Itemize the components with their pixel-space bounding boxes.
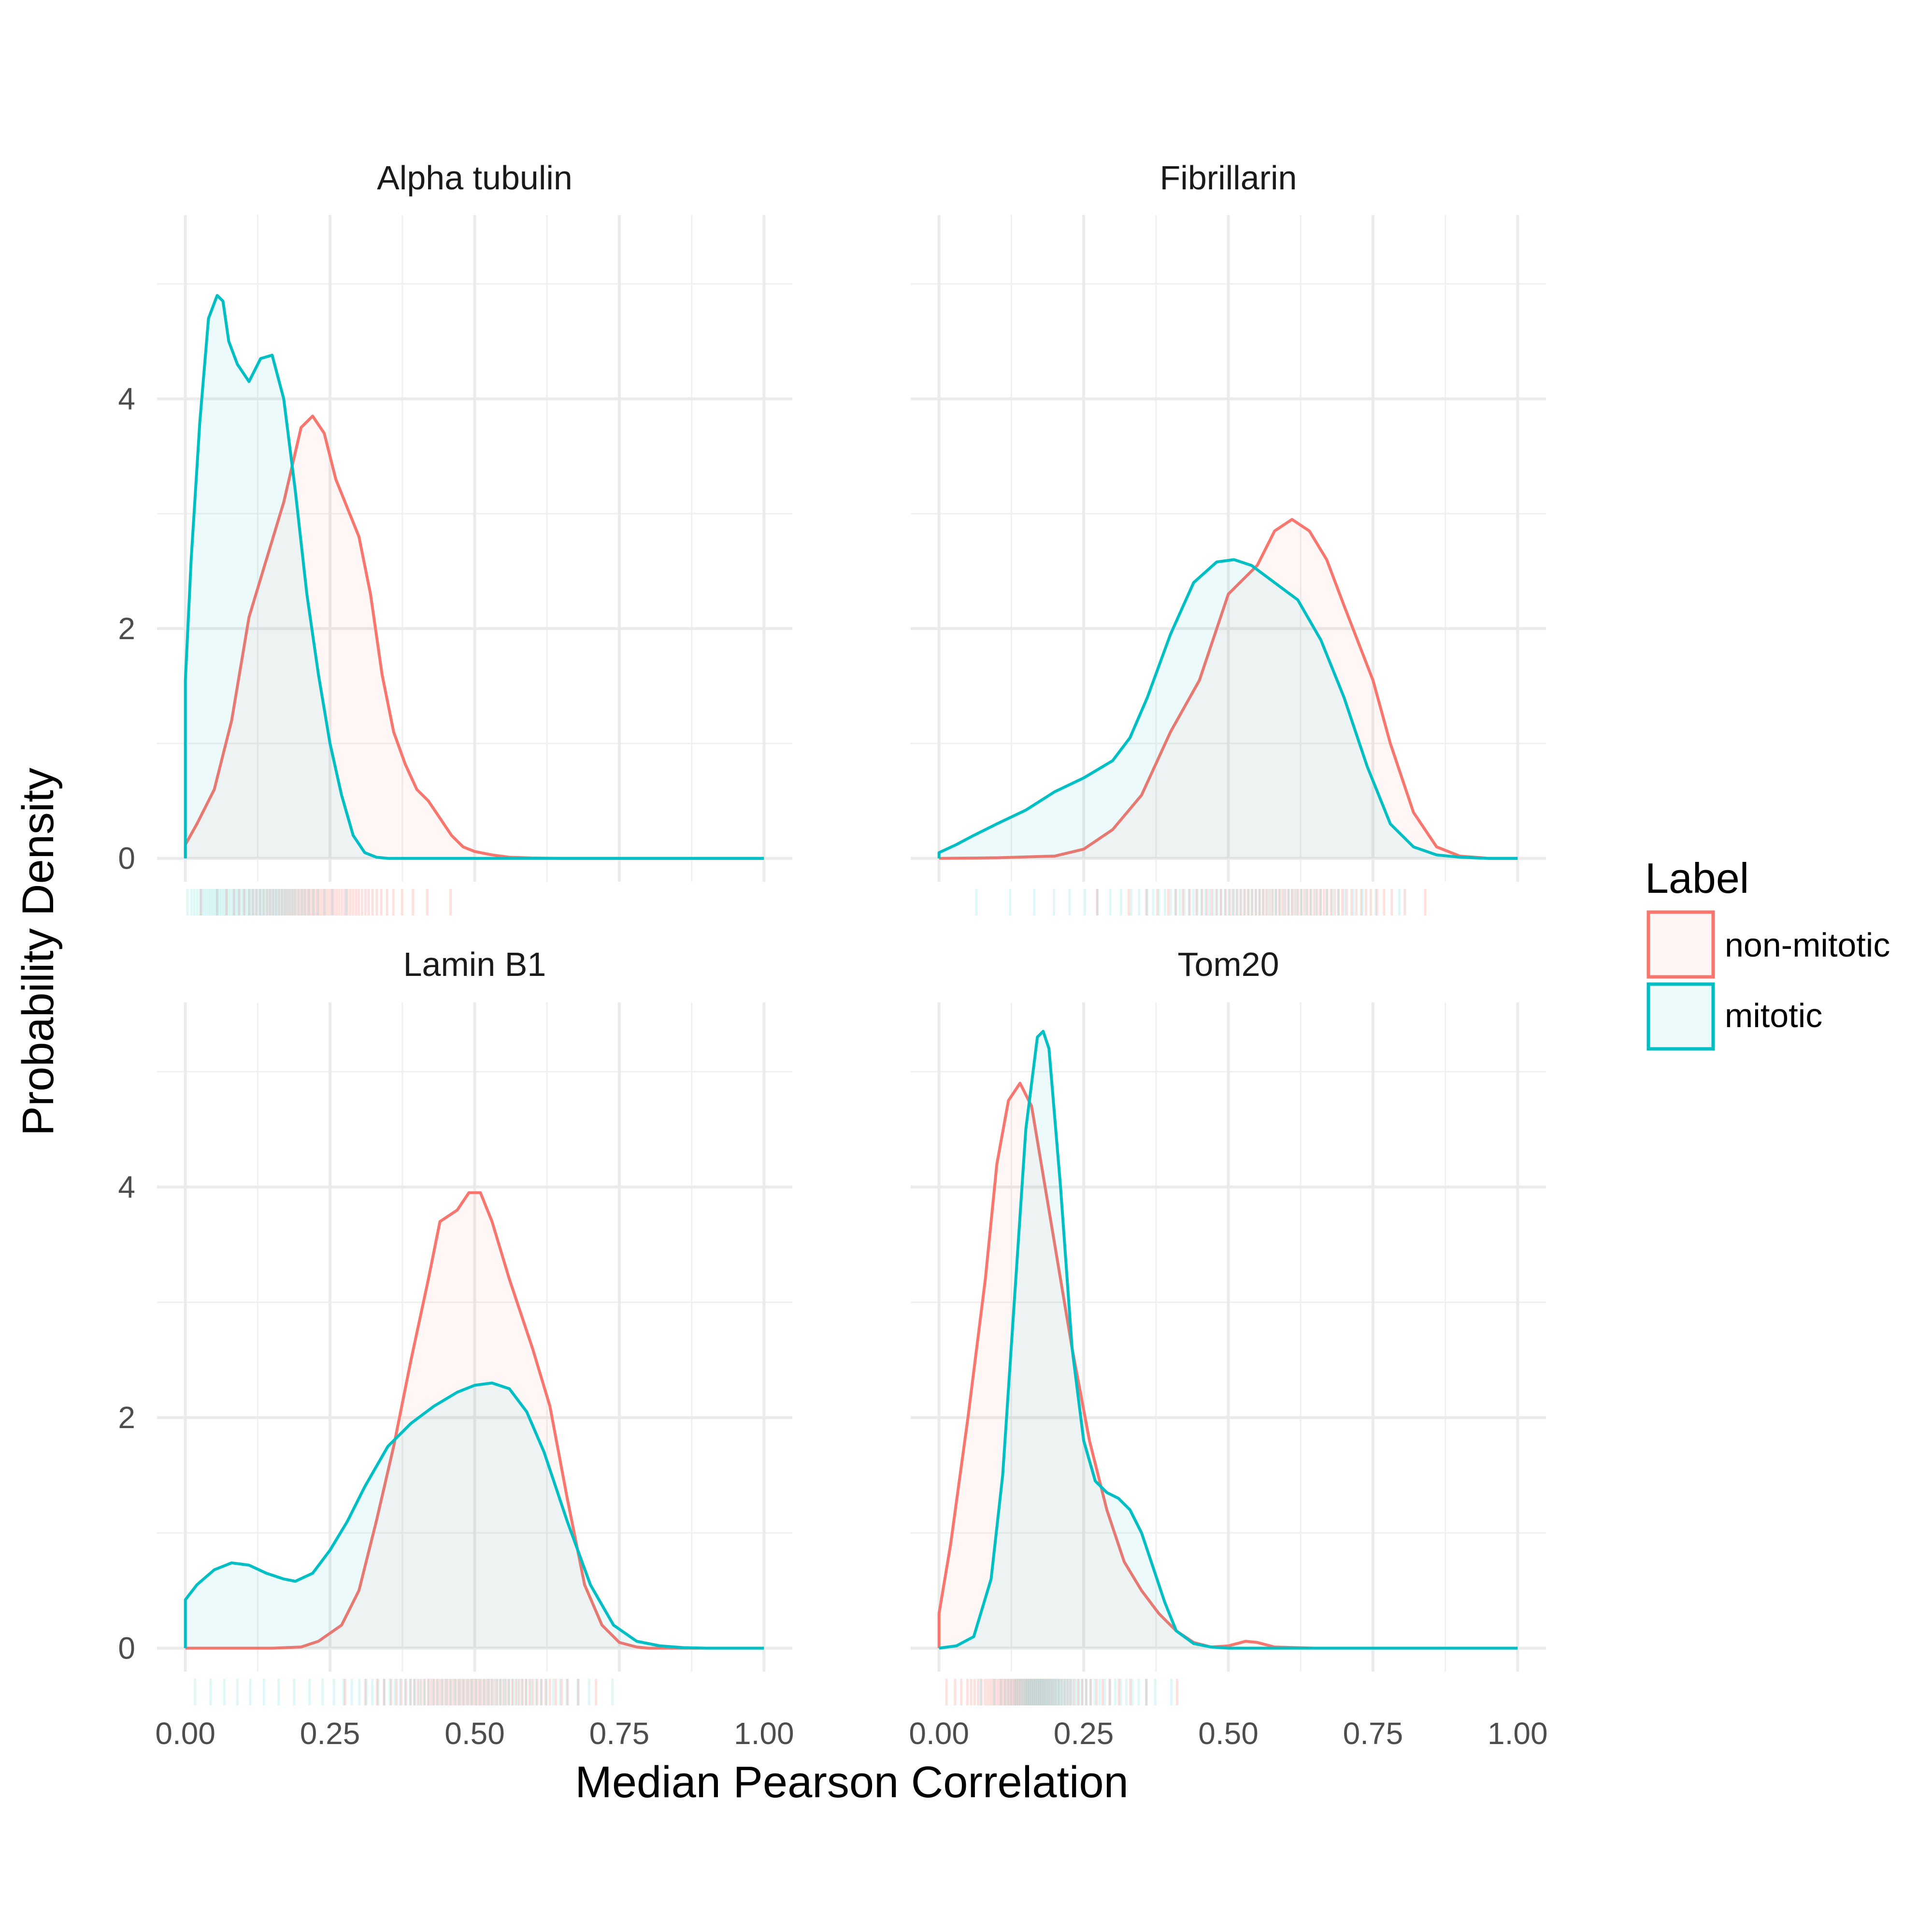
density-line-mitotic <box>937 558 1518 860</box>
density-line-non-mitotic <box>184 415 764 860</box>
panel-title: Fibrillarin <box>1160 159 1297 197</box>
density-area-mitotic <box>939 1031 1518 1648</box>
y-tick-label: 4 <box>118 1170 135 1204</box>
density-line-non-mitotic <box>185 1191 764 1650</box>
x-axis-title: Median Pearson Correlation <box>575 1758 1129 1807</box>
y-tick-label: 2 <box>118 1400 135 1435</box>
panel-lamin-b1: Lamin B1 0 2 4 0.00 0.25 0.50 0.75 1.00 <box>118 945 794 1751</box>
density-area-non-mitotic <box>939 519 1518 859</box>
density-area-mitotic <box>185 1383 764 1648</box>
panel-fibrillarin: Fibrillarin <box>911 159 1546 916</box>
y-tick-label: 0 <box>118 841 135 876</box>
x-tick-label: 0.00 <box>909 1716 969 1751</box>
x-tick-label: 0.50 <box>1198 1716 1259 1751</box>
density-area-non-mitotic <box>185 1192 764 1648</box>
legend-key-non-mitotic <box>1646 910 1715 979</box>
density-area-non-mitotic <box>939 1083 1518 1648</box>
density-line-mitotic <box>939 1030 1518 1650</box>
density-line-mitotic <box>184 294 764 860</box>
density-line-non-mitotic <box>937 1082 1518 1650</box>
density-area-mitotic <box>939 559 1518 859</box>
x-tick-label: 0.75 <box>589 1716 650 1751</box>
density-line-non-mitotic <box>939 518 1518 860</box>
legend: Label non-mitotic mitotic <box>1645 854 1890 1051</box>
facet-panels: Alpha tubulin 0 2 4 Fibrillarin Lamin B1 0 2 4 0.… <box>118 159 1547 1751</box>
x-tick-label: 0.00 <box>155 1716 215 1751</box>
legend-label-mitotic: mitotic <box>1725 997 1822 1034</box>
x-tick-label: 0.75 <box>1343 1716 1403 1751</box>
y-tick-label: 2 <box>118 611 135 646</box>
y-tick-label: 0 <box>118 1631 135 1666</box>
legend-title: Label <box>1645 854 1749 902</box>
x-tick-label: 0.50 <box>444 1716 505 1751</box>
legend-label-non-mitotic: non-mitotic <box>1725 926 1890 964</box>
density-line-mitotic <box>184 1381 764 1650</box>
legend-key-mitotic <box>1646 982 1715 1051</box>
x-tick-label: 1.00 <box>734 1716 794 1751</box>
panel-alpha-tubulin: Alpha tubulin 0 2 4 <box>118 159 792 916</box>
x-tick-label: 1.00 <box>1488 1716 1548 1751</box>
y-axis-title: Probability Density <box>14 768 63 1136</box>
panel-title: Alpha tubulin <box>377 159 572 197</box>
x-tick-label: 0.25 <box>1054 1716 1114 1751</box>
axis-titles: Median Pearson Correlation Probability D… <box>14 768 1129 1807</box>
density-area-mitotic <box>185 295 764 859</box>
y-tick-label: 4 <box>118 381 135 416</box>
panel-title: Tom20 <box>1177 945 1279 983</box>
panel-tom20: Tom20 0.00 0.25 0.50 0.75 1.00 <box>909 945 1547 1751</box>
x-tick-label: 0.25 <box>300 1716 360 1751</box>
panel-title: Lamin B1 <box>403 945 546 983</box>
